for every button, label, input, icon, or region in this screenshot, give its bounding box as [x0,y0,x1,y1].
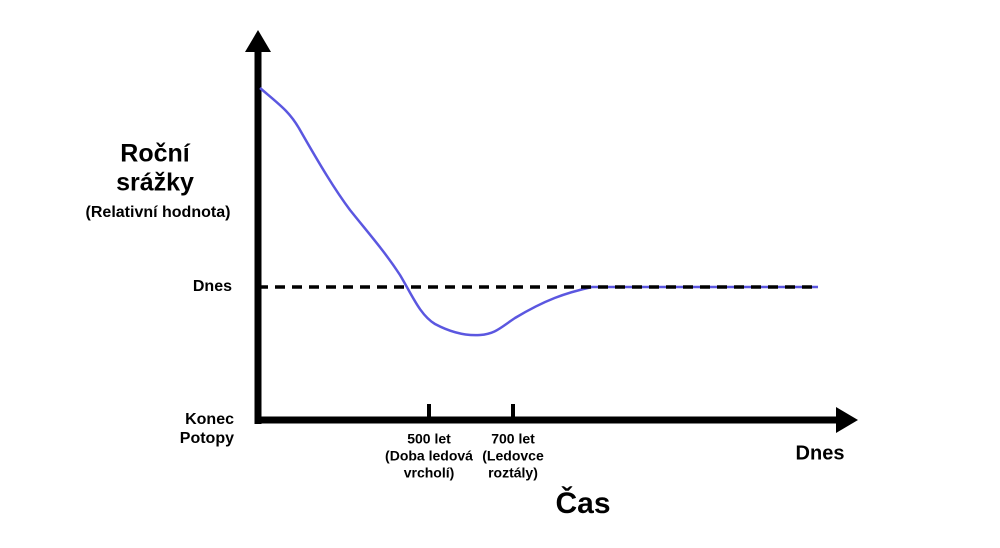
origin-label: Potopy [180,430,234,447]
precipitation-curve [259,87,818,337]
y-axis-title: srážky [116,169,194,197]
x-tick-label: 500 let [407,431,451,447]
level-label: Dnes [193,278,232,295]
x-tick-label: vrcholí) [404,465,455,481]
x-tick-label: 700 let [491,431,535,447]
x-axis-end-label: Dnes [796,442,845,464]
x-tick-label: (Ledovce [482,448,544,464]
y-axis-title: Roční [120,140,191,168]
x-tick-label: roztály) [488,465,538,481]
x-axis-title: Čas [555,486,610,520]
origin-label: Konec [185,411,234,428]
x-tick-label: (Doba ledová [385,448,473,464]
y-axis-subtitle: (Relativní hodnota) [86,204,231,221]
x-axis-arrow [836,407,858,433]
y-axis-arrow [245,30,271,52]
